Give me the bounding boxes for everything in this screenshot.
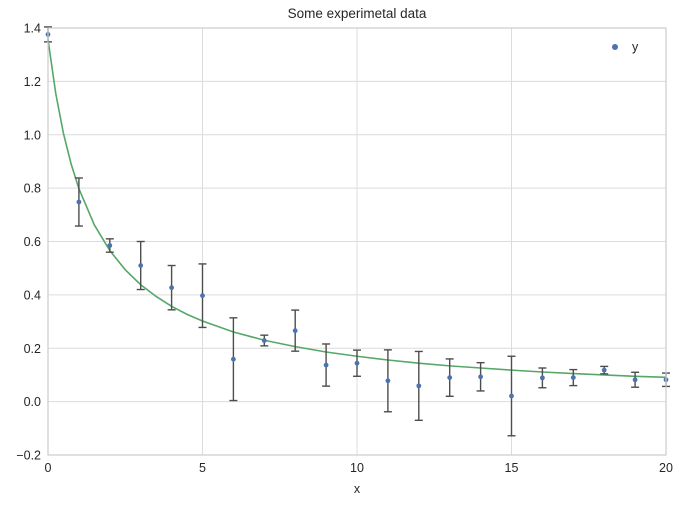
data-point	[231, 356, 236, 362]
x-axis-label: x	[353, 482, 361, 496]
x-tick-label: 0	[45, 461, 52, 475]
legend-marker-icon	[612, 44, 618, 50]
data-point	[261, 338, 267, 343]
x-tick-label: 5	[199, 461, 206, 475]
data-point	[107, 243, 113, 248]
data-point	[478, 374, 483, 380]
data-point	[76, 199, 82, 205]
y-tick-label: 0.2	[24, 342, 41, 356]
data-point	[323, 362, 329, 368]
x-tick-label: 15	[505, 461, 519, 475]
axes-border	[47, 27, 667, 456]
data-point	[354, 360, 360, 366]
data-point	[540, 375, 545, 381]
data-point	[601, 367, 607, 373]
data-point	[416, 383, 422, 389]
y-tick-label: 0.6	[24, 235, 41, 249]
data-point	[169, 285, 175, 291]
y-tick-label: 1.2	[24, 75, 41, 89]
y-tick-label: 1.4	[24, 22, 41, 36]
data-point	[570, 375, 576, 381]
x-tick-label: 20	[659, 461, 673, 475]
x-tick-label: 10	[350, 461, 364, 475]
legend-label: y	[632, 40, 639, 54]
y-tick-label: −0.2	[16, 449, 41, 463]
legend: y	[612, 40, 638, 54]
data-point	[200, 293, 205, 299]
y-tick-label: 0.4	[24, 288, 41, 302]
y-tick-label: 0.8	[24, 182, 41, 196]
data-point	[385, 378, 391, 384]
fit-curve	[48, 39, 666, 379]
data-point	[509, 393, 514, 399]
data-point	[447, 375, 453, 381]
chart-title: Some experimetal data	[287, 6, 427, 21]
y-tick-label: 1.0	[24, 128, 41, 142]
y-tick-label: 0.0	[24, 395, 41, 409]
data-point	[632, 377, 638, 383]
data-point	[292, 328, 298, 334]
data-point	[138, 263, 144, 268]
